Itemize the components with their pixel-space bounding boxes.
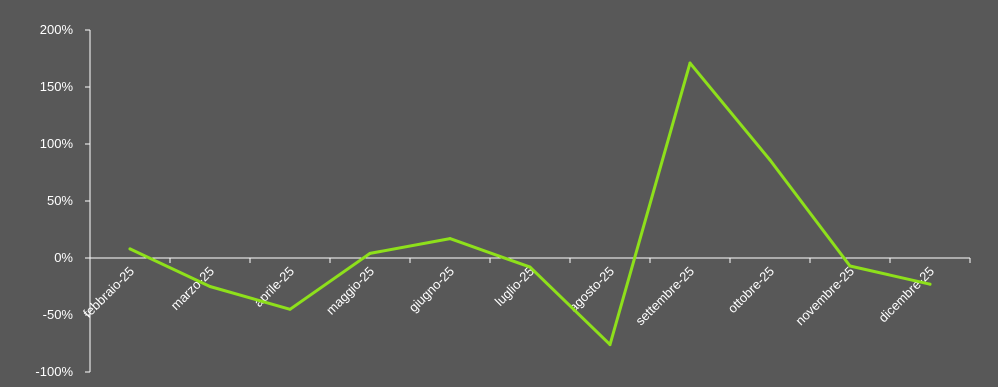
y-axis-ticks: 200% 150% 100% 50% 0% -50% -100% [35,22,90,379]
data-point-marzo-25 [208,285,212,288]
x-tick-label: novembre-25 [792,264,857,329]
data-point-febbraio-25 [128,247,132,251]
x-tick-label: settembre-25 [632,264,697,329]
data-point-luglio-25 [528,265,532,269]
x-axis-ticks [89,258,971,263]
data-point-maggio-25 [368,251,372,255]
x-tick-label: maggio-25 [323,264,377,318]
x-tick-label: ottobre-25 [725,264,778,317]
y-tick-label: 0% [54,250,73,265]
x-axis-tick-labels: febbraio-25 marzo-25 aprile-25 maggio-25 giu… [80,264,937,329]
data-point-settembre-25 [688,61,692,65]
data-point-novembre-25 [848,264,852,268]
y-tick-label: 50% [47,193,73,208]
y-tick-label: -50% [43,307,74,322]
y-tick-label: 100% [40,136,74,151]
y-tick-label: 150% [40,79,74,94]
data-point-agosto-25 [608,343,612,347]
data-point-aprile-25 [288,307,292,311]
data-point-dicembre-25 [928,282,932,286]
x-tick-label: luglio-25 [492,264,537,309]
data-point-giugno-25 [448,237,452,241]
y-tick-label: -100% [35,364,73,379]
data-point-ottobre-25 [768,158,772,162]
x-tick-label: febbraio-25 [80,264,137,321]
x-tick-label: aprile-25 [251,264,297,310]
y-tick-label: 200% [40,22,74,37]
x-tick-label: giugno-25 [406,264,457,315]
series-points [128,61,932,347]
